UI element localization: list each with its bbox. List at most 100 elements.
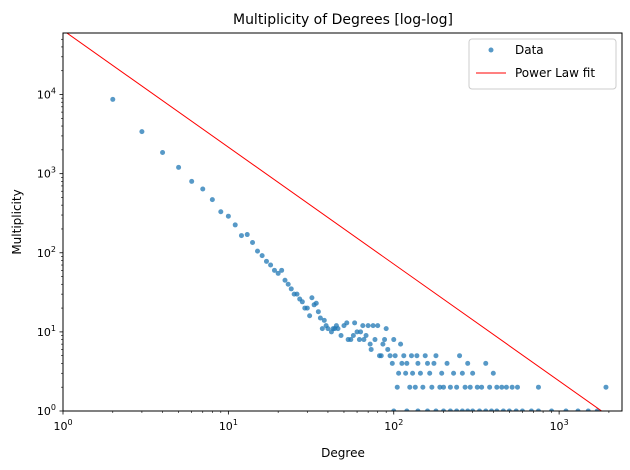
data-point (470, 408, 476, 411)
data-point (415, 408, 421, 411)
data-point (232, 222, 238, 228)
data-point (535, 408, 541, 411)
data-point (209, 197, 215, 203)
data-point (225, 213, 231, 219)
data-point (437, 384, 443, 390)
y-tick-label: 100 (37, 403, 56, 418)
data-point (398, 341, 404, 347)
data-point (363, 333, 369, 339)
data-point (391, 408, 397, 411)
data-point (422, 353, 428, 359)
data-point (408, 353, 414, 359)
data-point (367, 341, 373, 347)
data-point (483, 360, 489, 366)
data-point (451, 370, 457, 376)
data-point (321, 317, 327, 323)
legend-label-data: Data (515, 43, 544, 57)
data-point (454, 408, 460, 411)
data-point (457, 353, 463, 359)
data-point (489, 408, 494, 411)
data-point (313, 300, 319, 306)
legend: Data Power Law fit (468, 38, 617, 90)
data-point (514, 384, 520, 390)
data-point (563, 408, 569, 411)
data-point (459, 408, 465, 411)
data-point (352, 320, 358, 326)
data-point (282, 277, 288, 283)
data-point (535, 384, 541, 390)
legend-marker-data (488, 47, 494, 53)
data-point (285, 281, 291, 287)
data-point (447, 408, 453, 411)
data-point (509, 384, 515, 390)
data-point (259, 253, 265, 259)
data-point (299, 299, 305, 305)
data-point (354, 329, 360, 335)
data-point (294, 291, 300, 297)
data-point (288, 286, 294, 292)
data-point (360, 323, 366, 329)
x-axis: 100 101 102 103 (53, 411, 610, 433)
data-point (429, 384, 435, 390)
data-point (465, 360, 471, 366)
data-point (490, 370, 496, 376)
y-tick-label: 102 (37, 245, 56, 260)
data-point (414, 353, 420, 359)
data-point (483, 408, 489, 411)
data-point (255, 248, 260, 254)
data-point (404, 408, 410, 411)
data-point (503, 384, 509, 390)
data-point (319, 326, 325, 332)
data-point (447, 384, 453, 390)
data-point (368, 346, 374, 352)
legend-label-fit: Power Law fit (515, 66, 595, 80)
power-law-fit-line (66, 33, 603, 411)
data-point (307, 313, 313, 319)
data-point (494, 384, 500, 390)
data-point (304, 305, 310, 311)
data-point (378, 353, 384, 359)
data-point (356, 337, 362, 343)
data-point (444, 360, 450, 366)
data-point (513, 408, 519, 411)
legend-box (468, 38, 617, 90)
data-point (427, 370, 433, 376)
data-point (575, 408, 581, 411)
data-point (392, 353, 398, 359)
data-point (358, 329, 364, 335)
data-point (494, 408, 500, 411)
x-tick-label: 100 (53, 418, 72, 433)
data-point (603, 384, 609, 390)
data-point (439, 370, 445, 376)
data-point (470, 370, 476, 376)
data-point (160, 150, 166, 156)
data-point (370, 323, 376, 329)
data-point (403, 370, 409, 376)
x-tick-label: 103 (550, 418, 569, 433)
data-point (335, 326, 341, 332)
data-point (441, 384, 447, 390)
data-point (375, 323, 381, 329)
data-point (431, 360, 437, 366)
data-point (549, 408, 555, 411)
y-tick-label: 103 (37, 166, 56, 181)
y-tick-label: 104 (37, 87, 56, 102)
data-point (407, 384, 413, 390)
data-point (415, 360, 421, 366)
data-point (394, 384, 400, 390)
data-point (479, 384, 485, 390)
data-point (271, 267, 277, 273)
y-axis-label: Multiplicity (10, 189, 24, 254)
data-point (380, 341, 386, 347)
data-point (454, 384, 460, 390)
data-point (585, 408, 591, 411)
data-point (250, 239, 256, 245)
data-point (385, 346, 391, 352)
data-point (344, 320, 350, 326)
data-point (268, 262, 274, 268)
data-point (433, 353, 439, 359)
data-point (425, 360, 430, 366)
data-point (391, 337, 397, 343)
data-point (499, 384, 505, 390)
